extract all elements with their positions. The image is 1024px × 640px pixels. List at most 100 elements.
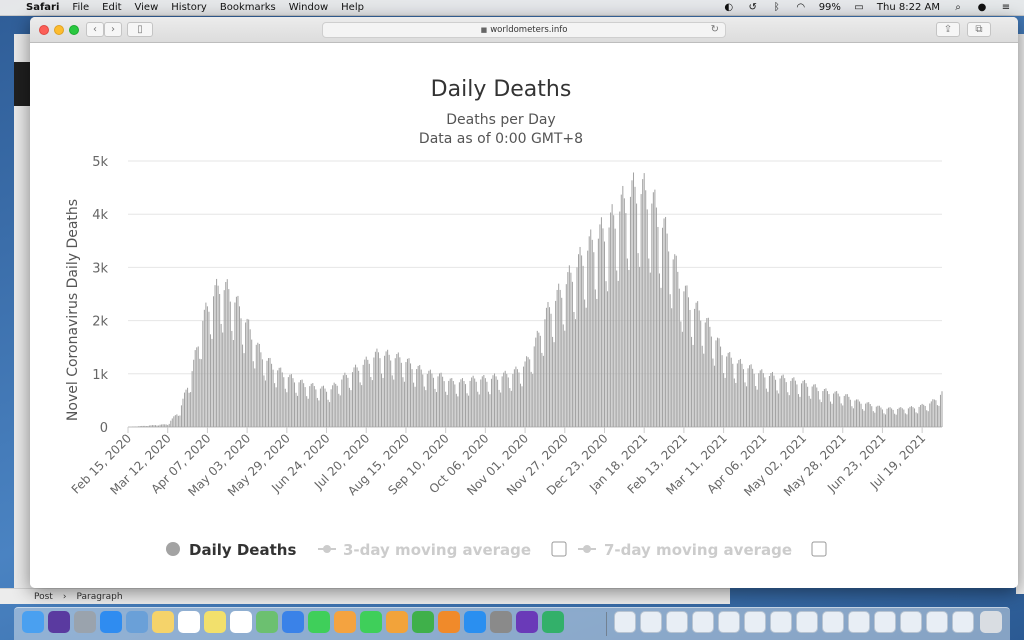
bar[interactable]: [579, 246, 581, 427]
bar[interactable]: [811, 386, 813, 427]
bar[interactable]: [817, 391, 819, 427]
bar[interactable]: [665, 216, 667, 427]
bar[interactable]: [828, 394, 830, 427]
bar[interactable]: [333, 382, 335, 427]
bar[interactable]: [799, 396, 801, 427]
minimized-window-thumbnail[interactable]: [718, 611, 740, 633]
bar[interactable]: [148, 425, 150, 427]
minimized-window-thumbnail[interactable]: [640, 611, 662, 633]
bar[interactable]: [330, 389, 332, 427]
bar[interactable]: [536, 330, 538, 427]
bar[interactable]: [807, 386, 809, 427]
bar[interactable]: [591, 239, 593, 427]
bar[interactable]: [261, 359, 263, 427]
bar[interactable]: [190, 392, 192, 427]
bar[interactable]: [442, 376, 444, 427]
bar[interactable]: [941, 391, 943, 427]
bar[interactable]: [286, 392, 288, 427]
bar[interactable]: [658, 273, 660, 427]
bar[interactable]: [266, 360, 268, 427]
bar[interactable]: [700, 320, 702, 427]
bar[interactable]: [381, 373, 383, 427]
bar[interactable]: [929, 403, 931, 427]
bar[interactable]: [907, 408, 909, 427]
legend-label-daily-deaths[interactable]: Daily Deaths: [189, 541, 296, 559]
bar[interactable]: [726, 356, 728, 427]
bar[interactable]: [851, 406, 853, 427]
bar[interactable]: [306, 396, 308, 427]
bar[interactable]: [794, 380, 796, 427]
bar[interactable]: [451, 378, 453, 427]
wifi-icon[interactable]: ◠: [796, 1, 806, 13]
bar[interactable]: [529, 359, 531, 427]
bar[interactable]: [813, 384, 815, 427]
bar[interactable]: [358, 370, 360, 427]
bar[interactable]: [515, 366, 517, 427]
bar[interactable]: [750, 364, 752, 427]
app-store-icon[interactable]: [464, 611, 486, 633]
bar[interactable]: [622, 185, 624, 427]
bar[interactable]: [538, 332, 540, 427]
bar[interactable]: [765, 388, 767, 427]
bar[interactable]: [553, 342, 555, 427]
bar[interactable]: [472, 375, 474, 427]
bar[interactable]: [484, 378, 486, 427]
bar[interactable]: [912, 407, 914, 427]
minimized-window-thumbnail[interactable]: [926, 611, 948, 633]
bar[interactable]: [425, 390, 427, 427]
bar[interactable]: [422, 374, 424, 427]
bar[interactable]: [179, 415, 181, 427]
bar[interactable]: [776, 390, 778, 427]
bar[interactable]: [660, 287, 662, 427]
bar[interactable]: [202, 320, 204, 427]
bar[interactable]: [904, 413, 906, 427]
bar[interactable]: [251, 339, 253, 427]
bar[interactable]: [732, 363, 734, 427]
time-machine-icon[interactable]: ↺: [748, 1, 757, 13]
bar[interactable]: [753, 373, 755, 427]
bar[interactable]: [884, 414, 887, 427]
bar[interactable]: [718, 338, 720, 427]
bar[interactable]: [735, 382, 737, 427]
bar[interactable]: [797, 394, 799, 427]
bar[interactable]: [616, 270, 618, 427]
bar[interactable]: [327, 399, 329, 427]
bar[interactable]: [335, 383, 337, 427]
bar[interactable]: [561, 297, 563, 427]
bar[interactable]: [733, 378, 735, 427]
stickies-icon[interactable]: [204, 611, 226, 633]
bar[interactable]: [756, 389, 758, 427]
bar[interactable]: [434, 388, 436, 427]
bar[interactable]: [397, 352, 399, 427]
bar[interactable]: [205, 302, 207, 427]
menu-view[interactable]: View: [134, 2, 159, 13]
minimized-window-thumbnail[interactable]: [770, 611, 792, 633]
legend-marker-7day[interactable]: [583, 545, 591, 553]
bar[interactable]: [162, 424, 164, 427]
bar[interactable]: [545, 307, 547, 427]
bar[interactable]: [924, 405, 926, 427]
bar[interactable]: [547, 302, 549, 427]
keynote-icon[interactable]: [282, 611, 304, 633]
bar[interactable]: [289, 374, 291, 427]
bar[interactable]: [857, 399, 859, 427]
bar[interactable]: [242, 344, 244, 427]
bar[interactable]: [691, 336, 693, 427]
bar[interactable]: [880, 407, 882, 427]
bar[interactable]: [938, 405, 940, 427]
bar[interactable]: [452, 381, 454, 427]
bar[interactable]: [707, 317, 709, 427]
bar[interactable]: [164, 424, 166, 427]
bar[interactable]: [145, 426, 147, 427]
bar[interactable]: [182, 398, 184, 427]
bar[interactable]: [892, 409, 894, 427]
bar[interactable]: [596, 298, 598, 427]
bar[interactable]: [403, 381, 405, 427]
finder-icon[interactable]: [22, 611, 44, 633]
bar[interactable]: [544, 319, 546, 427]
bar[interactable]: [435, 392, 438, 427]
bar[interactable]: [516, 369, 518, 427]
bar[interactable]: [648, 258, 650, 427]
bar[interactable]: [377, 352, 379, 427]
bar[interactable]: [393, 379, 395, 427]
